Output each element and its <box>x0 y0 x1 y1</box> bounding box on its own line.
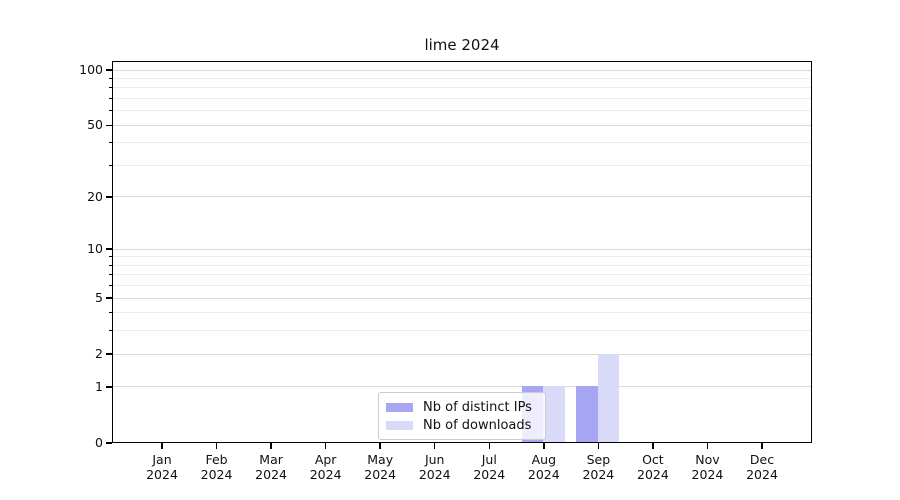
y-minor-tick <box>108 256 112 258</box>
y-tick <box>106 69 112 71</box>
y-minor-tick <box>108 98 112 100</box>
x-tick <box>324 443 327 449</box>
y-tick-label: 0 <box>95 435 103 450</box>
gridline-minor <box>113 330 811 332</box>
x-tick <box>543 443 545 449</box>
x-tick <box>597 443 600 449</box>
x-tick <box>161 443 163 449</box>
y-tick-label: 2 <box>95 346 103 362</box>
chart-title: lime 2024 <box>424 36 500 54</box>
x-tick <box>215 443 218 449</box>
gridline-minor <box>113 77 811 79</box>
y-minor-tick <box>108 285 112 287</box>
y-tick <box>106 297 112 299</box>
gridline-major <box>113 386 811 388</box>
legend-label-downloads: Nb of downloads <box>423 417 532 433</box>
gridline-minor <box>113 98 811 100</box>
gridline-major <box>113 124 811 126</box>
y-minor-tick <box>108 330 112 332</box>
gridline-minor <box>113 274 811 276</box>
x-tick <box>379 443 381 449</box>
gridline-minor <box>113 256 811 258</box>
gridline-minor <box>113 110 811 112</box>
x-tick-label: Dec 2024 <box>746 452 778 482</box>
gridline-major <box>113 297 811 299</box>
x-tick <box>652 443 654 449</box>
gridline-minor <box>113 312 811 314</box>
x-tick-label: Feb 2024 <box>200 452 233 482</box>
y-tick <box>106 248 112 250</box>
y-minor-tick <box>108 110 112 112</box>
x-tick-label: Mar 2024 <box>255 452 287 482</box>
y-tick <box>106 442 112 444</box>
legend-swatch-distinct-ips <box>386 402 413 412</box>
bar-sep-downloads <box>597 353 620 443</box>
y-minor-tick <box>108 312 112 314</box>
x-tick-label: Jun 2024 <box>418 452 451 482</box>
x-tick-label: Apr 2024 <box>309 452 342 482</box>
legend-item-downloads: Nb of downloads <box>386 416 537 434</box>
y-tick <box>106 353 112 355</box>
x-tick-label: Sep 2024 <box>582 452 615 482</box>
y-tick-label: 10 <box>87 241 103 257</box>
y-tick-label: 20 <box>87 188 103 204</box>
bar-aug-downloads <box>543 386 565 443</box>
gridline-minor <box>113 264 811 266</box>
x-tick <box>488 443 491 449</box>
y-tick <box>106 124 112 127</box>
x-tick <box>270 443 272 449</box>
bar-sep-distinct-ips <box>576 386 598 443</box>
gridline-major <box>113 353 811 355</box>
y-minor-tick <box>108 274 112 276</box>
y-tick-label: 100 <box>79 62 103 78</box>
y-minor-tick <box>108 142 112 144</box>
y-minor-tick <box>108 87 112 89</box>
x-tick-label: Aug 2024 <box>527 452 560 482</box>
gridline-minor <box>113 165 811 166</box>
x-tick <box>433 443 436 449</box>
x-tick-label: Jul 2024 <box>473 452 506 482</box>
x-tick-label: May 2024 <box>364 452 397 482</box>
gridline-major <box>113 69 811 71</box>
plot-area <box>112 61 812 443</box>
y-tick <box>106 196 112 198</box>
gridline-minor <box>113 87 811 89</box>
x-tick <box>706 443 709 449</box>
y-tick-label: 1 <box>95 378 103 394</box>
y-minor-tick <box>108 165 112 166</box>
gridline-major <box>113 248 811 250</box>
gridline-minor <box>113 285 811 287</box>
x-tick-label: Nov 2024 <box>691 452 724 482</box>
y-tick <box>106 386 112 388</box>
y-minor-tick <box>108 77 112 79</box>
legend: Nb of distinct IPs Nb of downloads <box>378 392 546 440</box>
legend-swatch-downloads <box>386 420 413 430</box>
gridline-minor <box>113 142 811 144</box>
gridline-major <box>113 196 811 198</box>
y-tick-label: 5 <box>95 290 103 306</box>
legend-item-distinct-ips: Nb of distinct IPs <box>386 398 537 416</box>
y-tick-label: 50 <box>87 117 103 133</box>
x-tick-label: Jan 2024 <box>146 452 178 482</box>
x-tick <box>761 443 763 449</box>
x-tick-label: Oct 2024 <box>637 452 669 482</box>
y-minor-tick <box>108 264 112 266</box>
legend-label-distinct-ips: Nb of distinct IPs <box>423 399 532 415</box>
